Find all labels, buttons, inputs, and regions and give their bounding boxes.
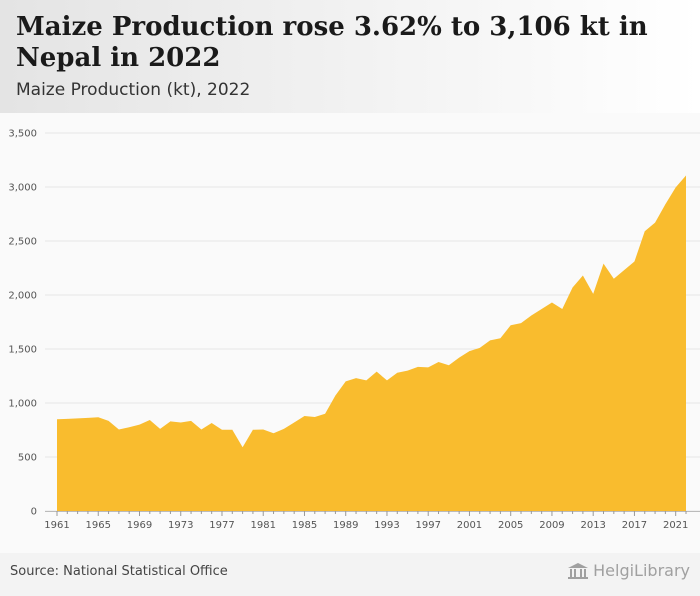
y-tick-label: 500	[18, 453, 37, 464]
library-building-icon	[568, 562, 589, 579]
area-series	[57, 175, 686, 512]
y-tick-label: 2,000	[8, 291, 37, 302]
maize-production-chart: 0 500 1,000 1,500 2,000 2,500 3,000 3,500 1961 19…	[8, 129, 700, 531]
y-tick-label: 2,500	[8, 237, 37, 248]
y-tick-label: 1,500	[8, 345, 37, 356]
x-tick-label: 2001	[457, 520, 482, 531]
source-note: Source: National Statistical Office	[10, 564, 228, 579]
chart-header: Maize Production rose 3.62% to 3,106 kt …	[0, 0, 700, 113]
x-tick-label: 1997	[415, 520, 440, 531]
x-tick-label: 1981	[251, 520, 276, 531]
chart-area: 0 500 1,000 1,500 2,000 2,500 3,000 3,500 1961 19…	[0, 113, 700, 553]
x-tick-label: 1977	[209, 520, 234, 531]
x-tick-label: 1961	[44, 520, 69, 531]
y-tick-label: 1,000	[8, 399, 37, 410]
x-tick-label: 2021	[663, 520, 688, 531]
x-tick-label: 1985	[292, 520, 317, 531]
x-tick-label: 2013	[580, 520, 605, 531]
x-tick-label: 1973	[168, 520, 193, 531]
brand: HelgiLibrary	[567, 561, 690, 580]
footer: Source: National Statistical Office Helg…	[0, 553, 700, 596]
x-tick-label: 1965	[86, 520, 111, 531]
y-tick-label: 3,000	[8, 183, 37, 194]
y-tick-label: 0	[31, 507, 37, 518]
x-tick-label: 1969	[127, 520, 152, 531]
y-tick-label: 3,500	[8, 129, 37, 140]
x-tick-label: 2009	[539, 520, 564, 531]
x-tick-label: 2005	[498, 520, 523, 531]
brand-name: HelgiLibrary	[593, 561, 690, 580]
x-tick-label: 1989	[333, 520, 358, 531]
chart-subtitle: Maize Production (kt), 2022	[16, 80, 251, 100]
chart-title: Maize Production rose 3.62% to 3,106 kt …	[16, 12, 648, 73]
x-tick-label: 1993	[374, 520, 399, 531]
x-tick-label: 2017	[622, 520, 647, 531]
